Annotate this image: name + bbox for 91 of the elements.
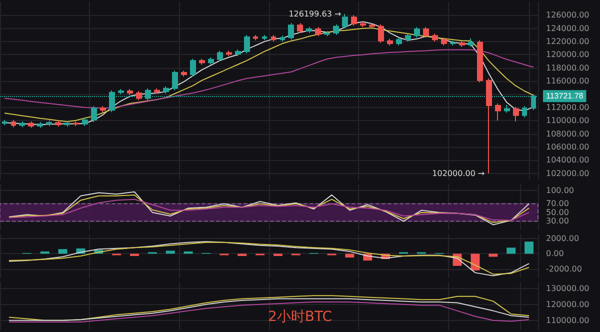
y-tick-label: 116000.00 <box>546 76 590 86</box>
candlestick <box>351 14 357 26</box>
candlestick <box>297 22 303 34</box>
candlestick <box>55 120 61 128</box>
annotation: 102000.00 → <box>432 168 485 178</box>
candlestick <box>37 121 43 128</box>
candlestick <box>522 106 527 118</box>
candlestick <box>468 38 474 48</box>
y-tick-label: 110000.00 <box>546 116 590 126</box>
candlestick <box>199 58 205 66</box>
y-tick-label: 0.00 <box>546 249 564 258</box>
ref-line-label: 113721.78 <box>546 92 584 101</box>
y-tick-label: 100.00 <box>546 186 574 196</box>
y-tick-label: 2000.00 <box>546 234 580 244</box>
candlestick <box>450 40 456 46</box>
candlestick <box>190 58 196 77</box>
candlestick <box>181 70 187 77</box>
y-tick-label: 112000.00 <box>546 102 590 112</box>
y-tick-label: 102000.00 <box>546 168 590 178</box>
candlestick <box>11 120 16 128</box>
candlestick <box>2 120 7 126</box>
bar <box>345 254 354 258</box>
candlestick <box>306 26 312 34</box>
candlestick <box>217 50 223 62</box>
y-tick-label: 30.00 <box>546 216 569 226</box>
y-tick-label: 130000.00 <box>546 284 590 293</box>
candlestick <box>127 88 133 96</box>
candlestick <box>154 88 160 94</box>
candlestick <box>64 120 70 128</box>
candlestick <box>91 106 97 122</box>
candlestick <box>324 30 330 37</box>
line-series <box>8 302 530 322</box>
candlestick <box>280 35 285 42</box>
candlestick <box>244 34 250 54</box>
y-tick-label: 108000.00 <box>546 129 590 138</box>
candlestick <box>342 13 348 29</box>
candlestick <box>396 37 402 46</box>
y-tick-label: 122000.00 <box>546 37 590 46</box>
bar <box>58 249 68 254</box>
y-tick-label: 50.00 <box>546 208 569 217</box>
candlestick <box>288 22 294 40</box>
candlestick <box>235 48 241 57</box>
y-tick-label: 124000.00 <box>546 24 590 33</box>
y-tick-label: 118000.00 <box>546 63 590 72</box>
y-tick-label: 120000.00 <box>546 50 590 60</box>
candlestick <box>459 40 465 48</box>
y-tick-label: 126000.00 <box>546 10 590 20</box>
candlestick <box>226 50 232 57</box>
candlestick <box>136 90 142 101</box>
candlestick <box>315 26 321 37</box>
candlestick <box>73 120 79 126</box>
line-series <box>4 49 534 109</box>
candlestick <box>100 106 106 113</box>
bar <box>506 248 516 254</box>
candlestick <box>333 24 339 36</box>
candlestick <box>163 86 169 94</box>
y-tick-label: 106000.00 <box>546 142 590 152</box>
bar <box>524 242 534 254</box>
candlestick <box>208 56 214 66</box>
candlestick <box>262 34 267 41</box>
candlestick <box>19 120 25 128</box>
candlestick <box>486 78 492 174</box>
candlestick <box>360 21 366 28</box>
line-series <box>8 198 530 221</box>
annotation: 2小时BTC <box>268 309 332 325</box>
candlestick <box>495 103 501 122</box>
candlestick <box>378 24 384 44</box>
candlestick <box>46 120 52 126</box>
y-tick-label: 110000.00 <box>546 316 590 325</box>
candlestick <box>387 38 393 46</box>
candlestick <box>504 104 510 114</box>
candlestick <box>28 120 34 128</box>
bar <box>488 254 498 257</box>
candlestick <box>172 70 178 91</box>
y-tick-label: 120000.00 <box>546 300 590 309</box>
candlestick <box>423 26 429 38</box>
candlestick <box>253 34 258 41</box>
candlestick <box>369 22 375 29</box>
candlestick <box>271 34 276 42</box>
bar <box>166 250 175 254</box>
candlestick <box>432 33 438 42</box>
annotation: 126199.63 → <box>288 9 342 18</box>
candlestick <box>405 33 411 42</box>
y-tick-label: 70.00 <box>546 199 569 208</box>
candlestick <box>513 106 519 122</box>
candlestick <box>82 118 88 126</box>
y-tick-label: -2000.00 <box>546 264 582 274</box>
candlestick <box>441 37 447 46</box>
candlestick <box>414 26 420 38</box>
y-tick-label: 104000.00 <box>546 156 590 165</box>
candlestick <box>477 40 483 83</box>
